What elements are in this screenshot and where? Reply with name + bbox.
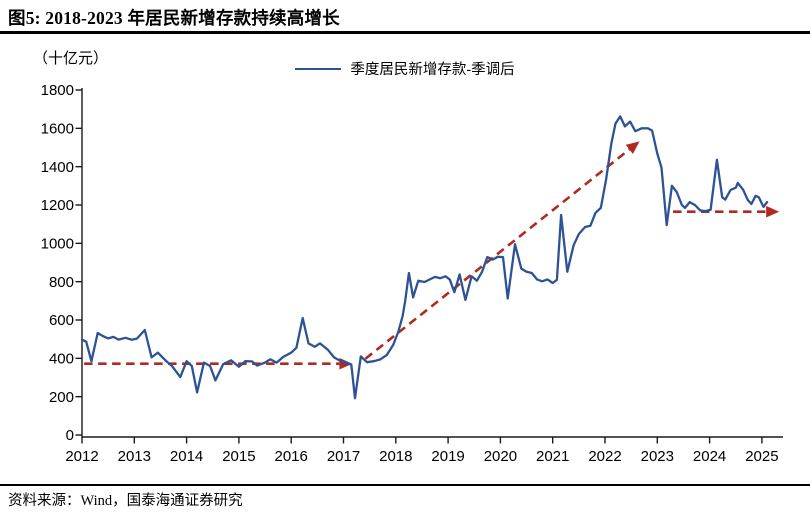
- x-tick-label: 2020: [484, 448, 517, 465]
- y-tick-label: 800: [49, 274, 74, 291]
- title-rule: [0, 31, 810, 34]
- legend-line-sample: [295, 67, 342, 70]
- y-tick-label: 1200: [41, 197, 74, 214]
- x-tick-label: 2016: [275, 448, 308, 465]
- x-tick-label: 2015: [222, 448, 255, 465]
- y-tick-label: 0: [66, 427, 74, 444]
- x-tick-label: 2023: [641, 448, 674, 465]
- x-tick-label: 2024: [693, 448, 726, 465]
- x-tick-label: 2018: [379, 448, 412, 465]
- figure-title: 图5: 2018-2023 年居民新增存款持续高增长: [8, 8, 340, 28]
- x-tick-label: 2021: [536, 448, 569, 465]
- x-tick-label: 2017: [327, 448, 360, 465]
- y-tick-label: 1000: [41, 236, 74, 253]
- trend-arrow: [84, 357, 353, 370]
- y-tick-label: 600: [49, 312, 74, 329]
- y-tick-label: 200: [49, 389, 74, 406]
- series-line: [80, 115, 769, 400]
- x-tick-label: 2014: [170, 448, 203, 465]
- legend-label: 季度居民新增存款-季调后: [350, 62, 515, 78]
- trend-arrow: [364, 141, 640, 360]
- trend-arrow: [672, 205, 780, 218]
- x-tick-label: 2025: [745, 448, 778, 465]
- x-tick-label: 2019: [431, 448, 464, 465]
- y-tick-label: 1600: [41, 121, 74, 138]
- x-tick-label: 2013: [118, 448, 151, 465]
- y-tick-label: 400: [49, 351, 74, 368]
- y-tick-label: 1400: [41, 159, 74, 176]
- axis-layer: [75, 88, 783, 444]
- legend: 季度居民新增存款-季调后: [0, 58, 810, 79]
- y-tick-label: 1800: [41, 82, 74, 99]
- source-text: 资料来源：Wind，国泰海通证券研究: [8, 493, 243, 509]
- x-tick-label: 2022: [588, 448, 621, 465]
- y-axis-unit-label: （十亿元）: [33, 51, 109, 67]
- x-tick-label: 2012: [65, 448, 98, 465]
- footer-rule: [0, 484, 810, 486]
